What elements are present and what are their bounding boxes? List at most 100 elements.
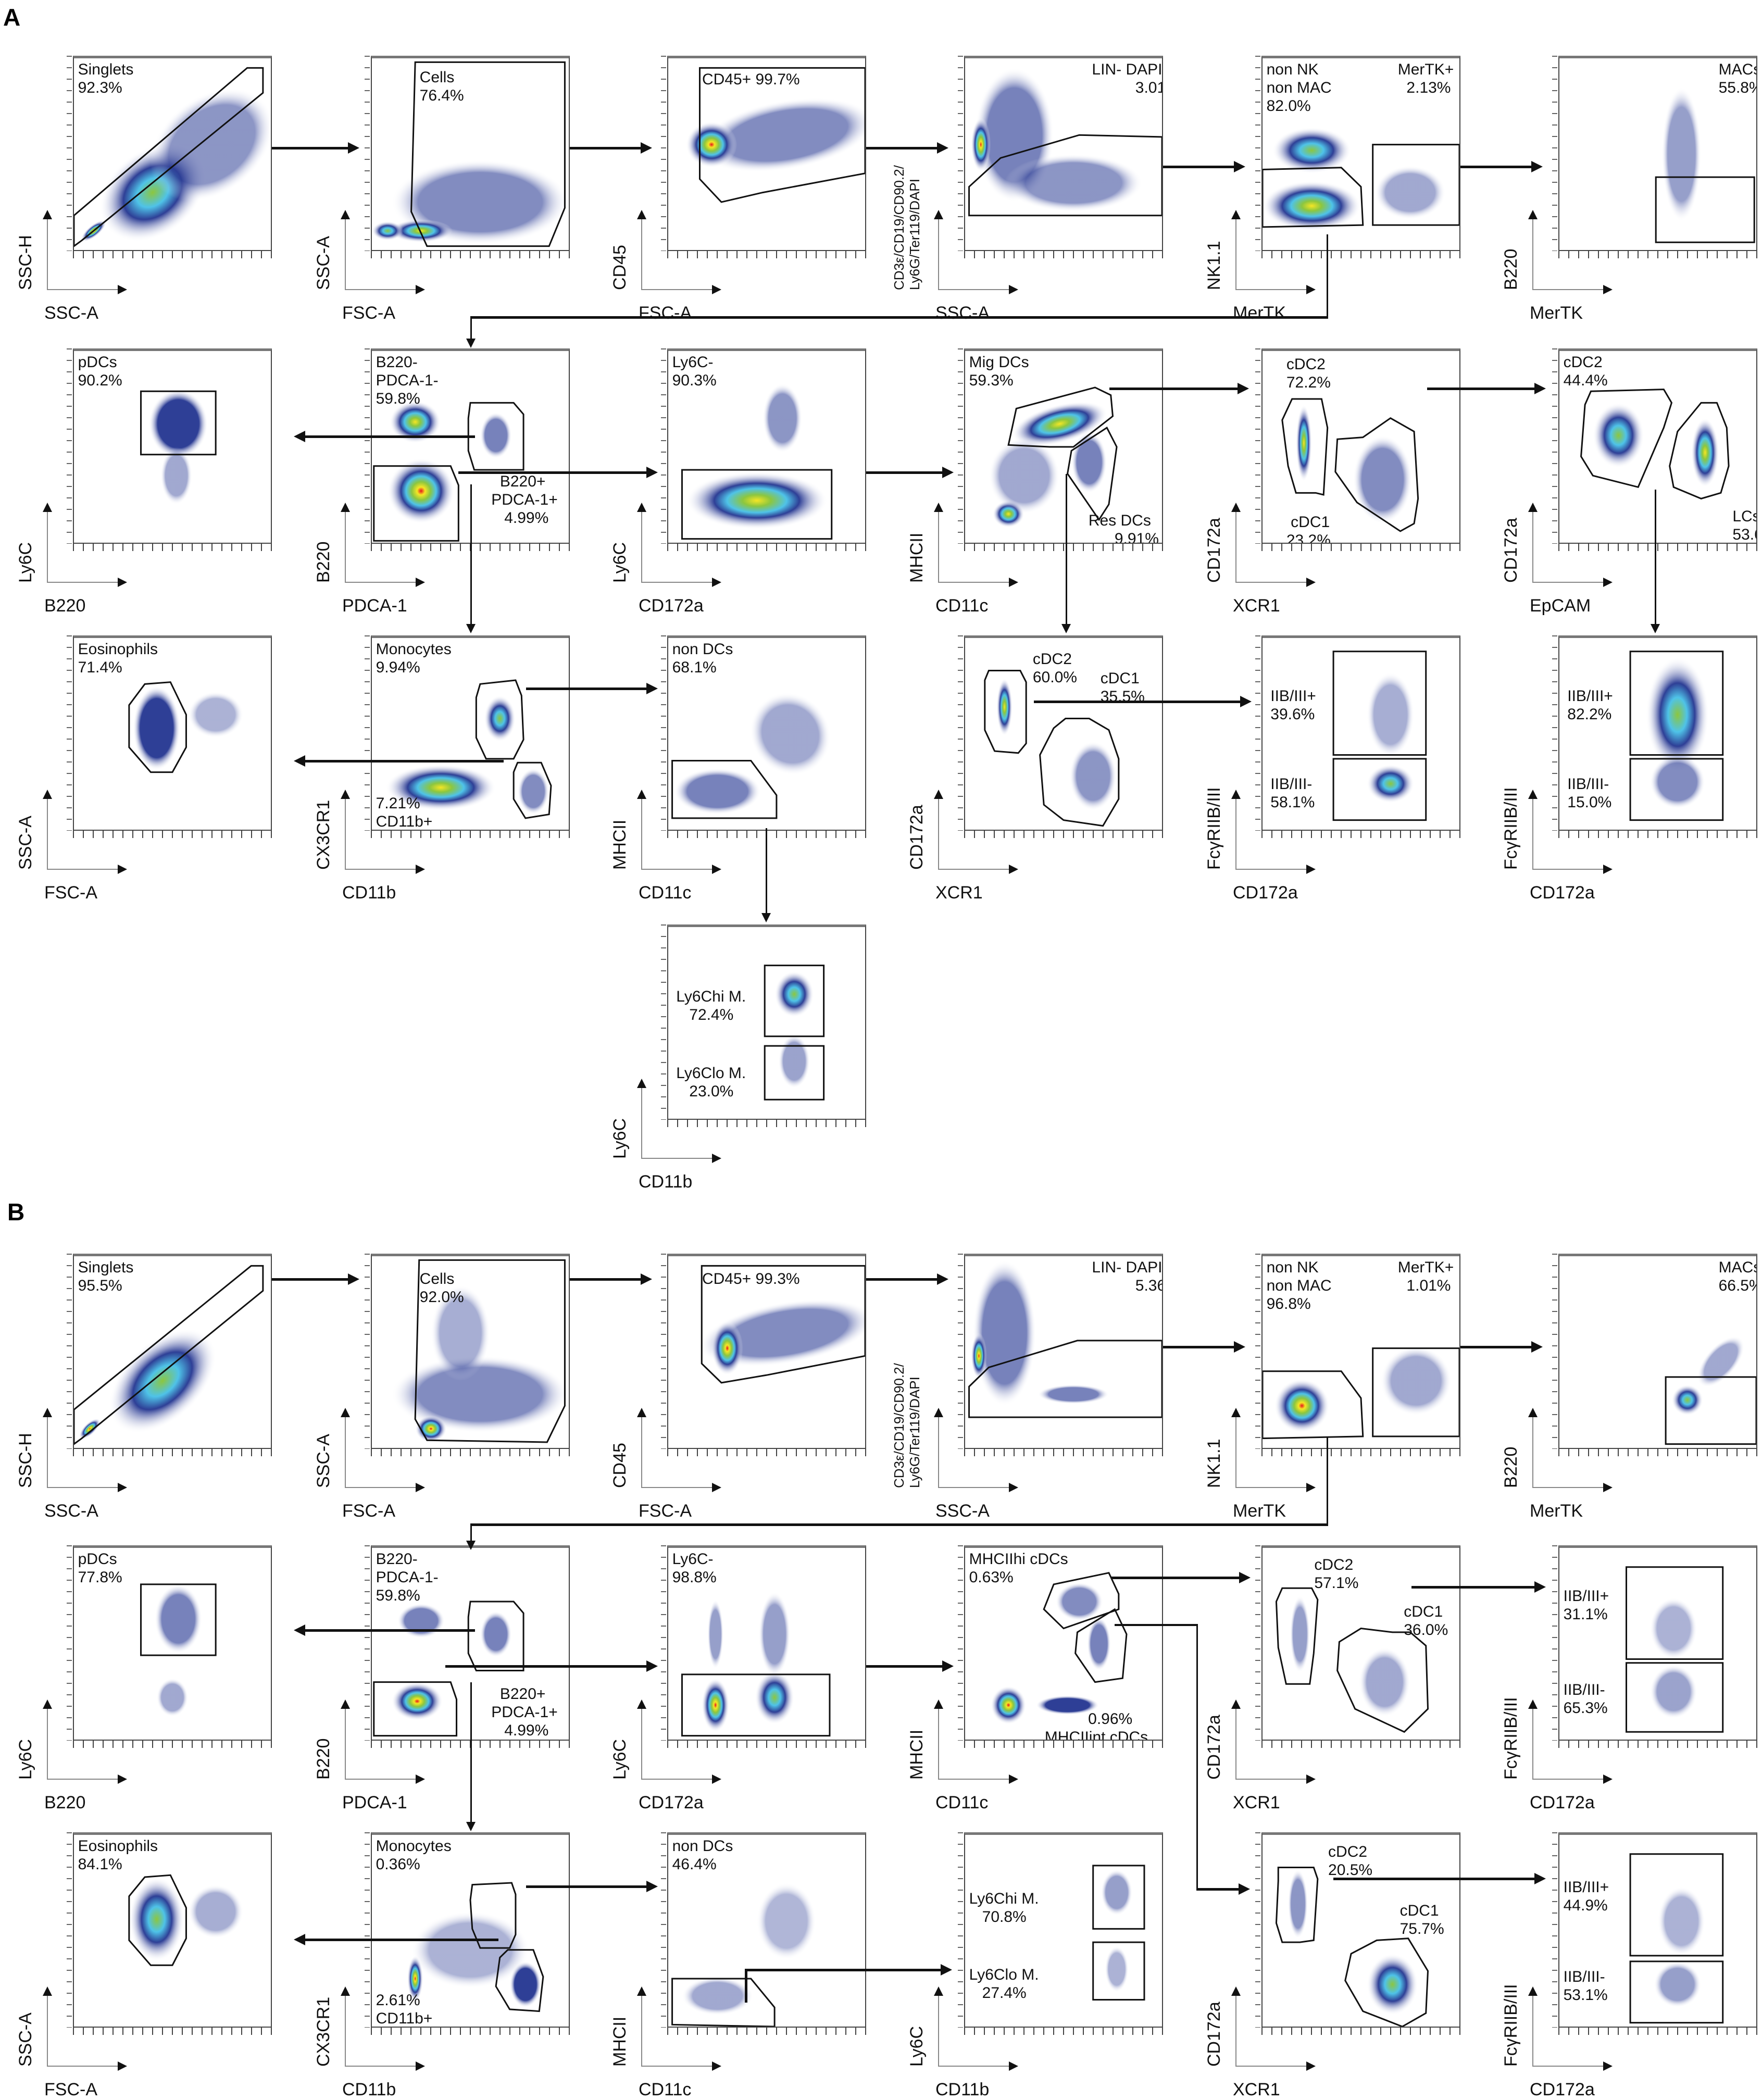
density-cluster xyxy=(1367,672,1415,757)
x-axis-arrow-icon xyxy=(641,1154,721,1163)
x-axis-label: CD172a xyxy=(1530,2080,1595,2099)
density-cluster xyxy=(991,1685,1027,1724)
facs-plot-a9: Ly6C- 90.3% CD172a Ly6C xyxy=(610,348,866,616)
y-axis-label: CX3CR1 xyxy=(314,799,333,870)
arrow-right-icon xyxy=(272,142,359,154)
x-axis-label: MerTK xyxy=(1233,1501,1286,1521)
plot-frame: Singlets 95.5% xyxy=(73,1254,272,1449)
gate-polygon xyxy=(1276,1588,1317,1684)
density-cluster xyxy=(484,695,516,742)
y-axis-arrow-icon xyxy=(637,790,646,870)
y-axis-ticks xyxy=(661,635,666,831)
arrow-right-icon xyxy=(1333,1873,1546,1884)
density-cluster xyxy=(757,1883,816,1960)
density-cluster xyxy=(1038,1384,1109,1404)
density-cluster xyxy=(188,1884,244,1939)
x-axis-ticks xyxy=(1261,2028,1460,2035)
plot-frame: IIB/III+ 31.1% IIB/III- 65.3% xyxy=(1558,1545,1757,1741)
plot-frame: Singlets 92.3% xyxy=(73,56,272,251)
gate-polygon xyxy=(470,1883,516,1948)
y-axis-ticks xyxy=(67,1832,72,2028)
y-axis-ticks xyxy=(661,56,666,251)
gate-label: non NK non MAC 96.8% xyxy=(1266,1258,1332,1312)
gate-label: IIB/III+ 82.2% xyxy=(1567,687,1613,723)
arrow-right-icon xyxy=(1460,1341,1543,1353)
y-axis-label: MHCII xyxy=(610,2016,630,2067)
density-cluster xyxy=(971,118,991,172)
y-axis-arrow-icon xyxy=(1528,1408,1538,1488)
x-axis-ticks xyxy=(1558,2028,1757,2035)
x-axis-arrow-icon xyxy=(1532,285,1613,294)
x-axis-label: MerTK xyxy=(1233,303,1286,323)
x-axis-arrow-icon xyxy=(47,865,127,874)
arrow-right-icon xyxy=(526,1881,658,1892)
arrow-down-icon xyxy=(466,484,476,633)
facs-plot-b3: CD45+ 99.3% FSC-A CD45 xyxy=(610,1254,866,1521)
x-axis-ticks xyxy=(964,831,1163,838)
x-axis-ticks xyxy=(371,251,570,258)
facs-plot-a19: Ly6Chi M. 72.4% Ly6Clo M. 23.0% CD11b Ly6C xyxy=(610,924,866,1192)
density-cluster xyxy=(1069,741,1117,811)
y-axis-label: NK1.1 xyxy=(1204,1439,1224,1489)
plot-frame: CD45+ 99.7% xyxy=(667,56,866,251)
gate-label: Monocytes 0.36% xyxy=(376,1837,452,1873)
x-axis-arrow-icon xyxy=(345,1483,425,1492)
y-axis-label: B220 xyxy=(1501,1446,1521,1488)
density-cluster xyxy=(1087,1617,1111,1671)
x-axis-label: FSC-A xyxy=(342,1501,395,1521)
y-axis-ticks xyxy=(1552,348,1557,544)
x-axis-label: B220 xyxy=(44,1793,86,1813)
x-axis-label: B220 xyxy=(44,596,86,616)
plot-frame: MACs 66.5% xyxy=(1558,1254,1757,1449)
gate-label: cDC2 72.2% xyxy=(1286,355,1331,391)
x-axis-label: PDCA-1 xyxy=(342,1793,407,1813)
gate-label: Cells 92.0% xyxy=(419,1270,464,1306)
gate-polygon xyxy=(1044,1573,1119,1629)
arrow-right-icon xyxy=(1109,383,1249,394)
gate-polygon xyxy=(1263,168,1363,227)
density-cluster xyxy=(160,447,192,505)
density-cluster xyxy=(973,1260,1036,1406)
arrow-right-icon xyxy=(866,1273,948,1285)
x-axis-arrow-icon xyxy=(1532,578,1613,587)
facs-plot-b9: Ly6C- 98.8% CD172a Ly6C xyxy=(610,1545,866,1813)
density-cluster xyxy=(971,1333,987,1379)
y-axis-ticks xyxy=(1255,1545,1260,1741)
y-axis-label: CD172a xyxy=(1204,1715,1224,1780)
y-axis-arrow-icon xyxy=(341,790,350,870)
density-cluster xyxy=(1101,1869,1133,1916)
y-axis-arrow-icon xyxy=(43,210,52,290)
x-axis-arrow-icon xyxy=(938,865,1018,874)
density-cluster xyxy=(1036,1695,1099,1715)
x-axis-ticks xyxy=(1261,544,1460,551)
x-axis-arrow-icon xyxy=(47,2061,127,2071)
facs-plot-a13: Eosinophils 71.4% FSC-A SSC-A xyxy=(16,635,272,903)
density-cluster xyxy=(129,1877,184,1961)
density-cluster xyxy=(411,1911,530,1989)
gate-label: cDC1 36.0% xyxy=(1404,1603,1448,1639)
x-axis-ticks xyxy=(1261,1741,1460,1748)
x-axis-arrow-icon xyxy=(938,2061,1018,2071)
gate-label: cDC2 57.1% xyxy=(1314,1556,1359,1592)
gate-label: IIB/III- 58.1% xyxy=(1270,775,1315,811)
density-cluster xyxy=(390,401,441,443)
x-axis-arrow-icon xyxy=(641,865,721,874)
gate-label: non DCs 46.4% xyxy=(672,1837,733,1873)
gate-polygon xyxy=(514,762,551,818)
x-axis-ticks xyxy=(1558,544,1757,551)
density-cluster xyxy=(133,686,181,770)
gate-polygon xyxy=(468,1602,523,1670)
gate-polygon xyxy=(1666,1377,1756,1444)
x-axis-ticks xyxy=(1261,831,1460,838)
y-axis-label: SSC-A xyxy=(16,816,35,870)
density-cluster xyxy=(707,1599,723,1669)
gate-label: Mig DCs 59.3% xyxy=(969,353,1029,389)
gate-polygon xyxy=(1282,399,1328,495)
x-axis-arrow-icon xyxy=(345,1774,425,1784)
x-axis-arrow-icon xyxy=(345,2061,425,2071)
y-axis-ticks xyxy=(365,56,370,251)
facs-plot-b7: pDCs 77.8% B220 Ly6C xyxy=(16,1545,272,1813)
y-axis-arrow-icon xyxy=(637,1699,646,1780)
x-axis-ticks xyxy=(1558,1449,1757,1456)
y-axis-ticks xyxy=(67,1254,72,1449)
